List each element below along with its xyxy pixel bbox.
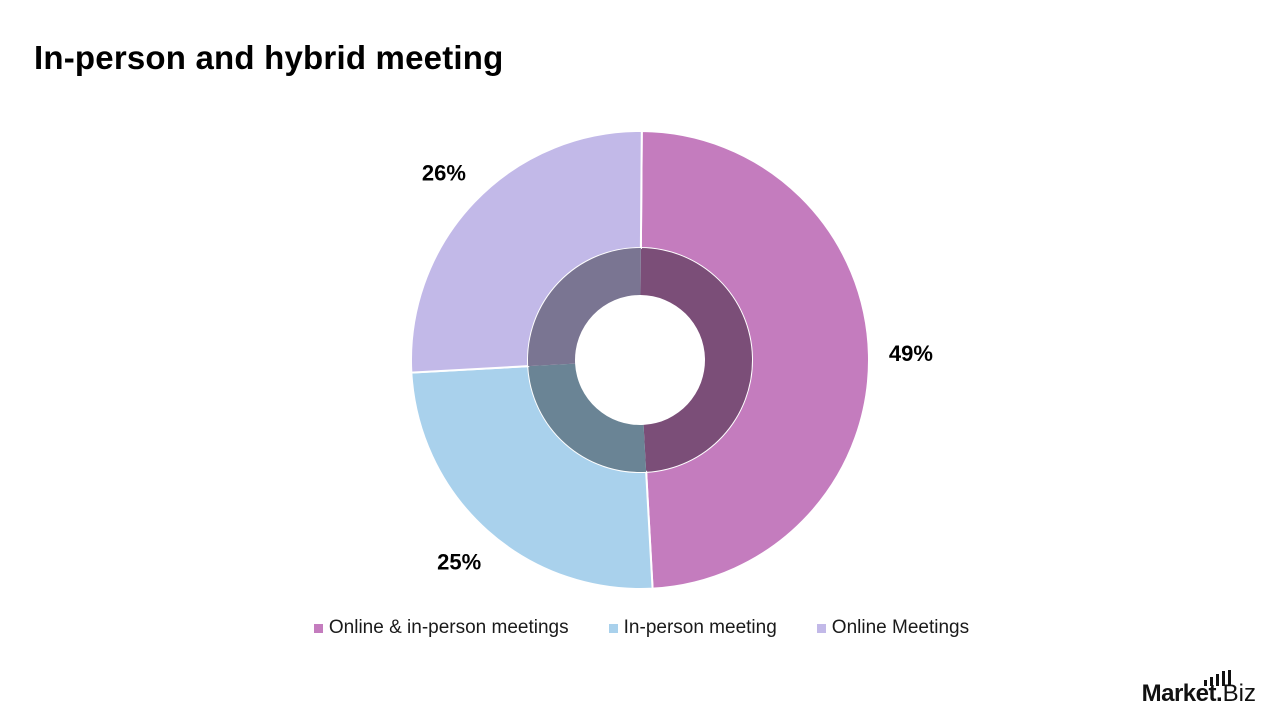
chart-title: In-person and hybrid meeting <box>34 39 504 76</box>
legend-item-in-person-meeting: In-person meeting <box>608 617 777 639</box>
slice-inner-in-person-meeting <box>528 363 647 472</box>
data-label-online-meetings: 26% <box>422 160 466 185</box>
slice-inner-online-meetings <box>528 247 641 367</box>
legend-swatch <box>608 623 618 633</box>
marketbiz-logo: Market. Biz <box>1142 670 1256 707</box>
legend-label: In-person meeting <box>623 617 777 638</box>
slice-inner-online-in-person-meetings <box>640 248 753 472</box>
legend-label: Online Meetings <box>831 617 970 638</box>
logo-dot-text: . <box>1215 680 1223 707</box>
data-label-in-person-meeting: 25% <box>437 549 481 574</box>
legend-swatch <box>313 623 323 633</box>
legend-label: Online & in-person meetings <box>328 617 569 638</box>
bars-logo-icon <box>1203 670 1231 686</box>
legend-item-online-in-person-meetings: Online & in-person meetings <box>313 617 569 639</box>
chart-legend: Online & in-person meetings In-person mee… <box>0 616 1280 640</box>
legend-item-online-meetings: Online Meetings <box>816 617 970 639</box>
slice-online-in-person-meetings <box>639 129 870 590</box>
data-label-online-in-person-meetings: 49% <box>889 341 933 366</box>
legend-swatch <box>816 623 826 633</box>
